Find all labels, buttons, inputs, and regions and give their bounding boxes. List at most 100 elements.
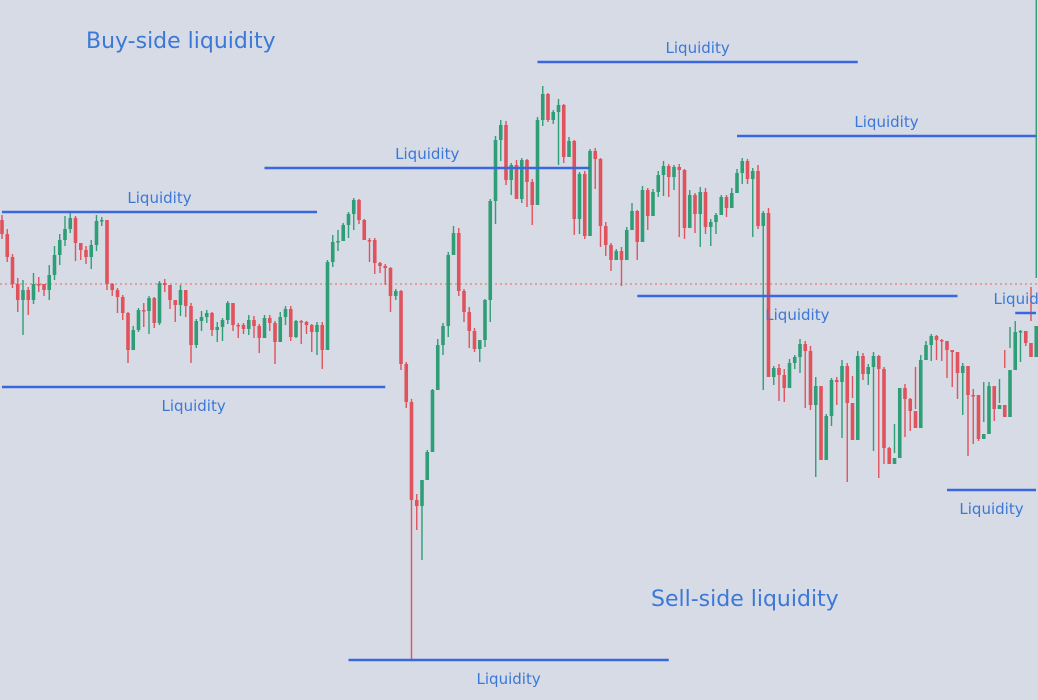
candle-body: [803, 344, 808, 351]
candle: [89, 240, 94, 269]
liquidity-label: Liquidity: [765, 306, 829, 324]
candle-body: [105, 220, 109, 284]
candle: [462, 289, 466, 322]
candle-body: [918, 360, 923, 428]
candle-body: [976, 395, 981, 439]
candle-body: [120, 297, 125, 313]
candle-body: [630, 211, 634, 230]
candle: [708, 219, 713, 246]
candle: [892, 424, 897, 464]
candle: [735, 169, 739, 193]
candle: [252, 316, 256, 338]
candle-body: [1018, 331, 1023, 333]
candle: [42, 284, 46, 296]
candle: [666, 164, 671, 197]
candle-body: [1002, 405, 1007, 417]
sell-liquidity-level: Liquidity: [947, 488, 1036, 518]
candle-body: [152, 298, 157, 323]
candle-body: [194, 321, 199, 345]
candle: [714, 213, 718, 234]
candle: [819, 386, 823, 460]
buy-side-liquidity-heading: Buy-side liquidity: [86, 29, 276, 54]
candle-body: [252, 320, 256, 326]
candle: [236, 323, 241, 338]
candle-body: [897, 388, 902, 458]
candle-body: [78, 243, 83, 250]
candle-body: [588, 151, 592, 236]
candle-body: [829, 380, 834, 416]
candle-body: [215, 327, 220, 330]
candle-body: [241, 325, 246, 329]
candle: [451, 226, 456, 255]
candle-body: [813, 386, 818, 405]
candle-body: [903, 388, 907, 399]
candle-body: [876, 356, 881, 369]
candle: [756, 165, 760, 229]
candle: [913, 367, 918, 428]
candle: [330, 235, 335, 267]
candle: [724, 195, 729, 217]
candle-body: [603, 226, 608, 245]
candle-body: [52, 255, 57, 275]
candle: [866, 364, 871, 385]
candle-body: [162, 283, 167, 285]
candle-body: [472, 331, 477, 349]
candle: [572, 140, 577, 235]
liquidity-label: Liquidity: [854, 113, 918, 131]
candle-body: [414, 500, 419, 506]
candle: [1013, 321, 1018, 370]
candle: [388, 267, 393, 312]
candle-body: [68, 218, 73, 229]
candle: [918, 355, 923, 428]
candle: [399, 290, 403, 370]
buy-liquidity-level: Liquidity: [2, 189, 317, 214]
candle-body: [567, 141, 571, 157]
candle: [493, 136, 498, 224]
candle-body: [908, 399, 913, 411]
candle-body: [845, 366, 850, 403]
candle-body: [236, 325, 241, 327]
candle-body: [399, 291, 403, 364]
candle: [955, 352, 960, 399]
candle: [1023, 331, 1028, 346]
candle-body: [677, 167, 682, 170]
candle-body: [31, 284, 36, 300]
candle: [383, 264, 388, 285]
candle-body: [0, 220, 4, 234]
candle: [750, 168, 755, 237]
candle-body: [36, 284, 41, 286]
candle: [262, 315, 267, 338]
candle-body: [294, 321, 298, 337]
candle: [876, 355, 881, 478]
candle: [278, 312, 283, 342]
candle: [367, 238, 372, 262]
candle: [682, 169, 687, 239]
candle: [687, 190, 692, 228]
candle: [393, 289, 398, 300]
candle-body: [514, 165, 519, 199]
candle: [1029, 287, 1033, 357]
candle-body: [21, 290, 25, 300]
liquidity-label: Liquidity: [395, 145, 459, 163]
candle-body: [945, 341, 949, 350]
candle: [204, 310, 209, 323]
candle-body: [840, 366, 844, 382]
candle-body: [782, 375, 787, 388]
candle-body: [351, 200, 356, 214]
candle: [567, 137, 571, 157]
candle: [304, 321, 309, 334]
candle: [598, 158, 603, 247]
candle-body: [441, 326, 445, 345]
candle: [525, 159, 529, 207]
candle: [257, 324, 262, 353]
candle: [609, 243, 613, 271]
candle-body: [966, 366, 970, 395]
candle: [378, 262, 382, 273]
candle-body: [719, 197, 724, 215]
liquidity-label: Liquidity: [994, 290, 1038, 308]
candle: [346, 212, 351, 238]
candle: [325, 260, 330, 350]
candle-body: [94, 221, 99, 245]
candle: [120, 295, 125, 320]
